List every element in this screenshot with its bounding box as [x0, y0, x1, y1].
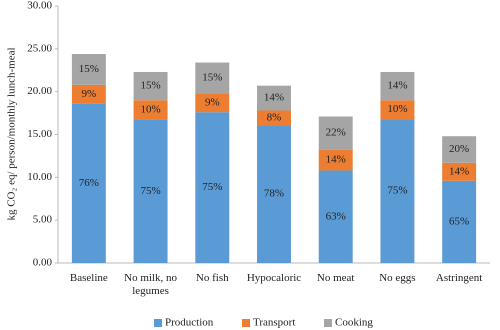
- legend-label: Cooking: [335, 317, 373, 329]
- bar-segment: [195, 93, 230, 113]
- bar-segment: [380, 100, 415, 120]
- bar-segment: [195, 62, 230, 94]
- bar-segment: [442, 162, 477, 181]
- segment-label: 9%: [205, 96, 220, 108]
- bar-segment: [257, 85, 291, 111]
- bar-segment: [133, 100, 168, 120]
- y-axis-title: kg CO₂ eq/ person/monthly lunch-meal: [6, 47, 18, 220]
- y-tick-label: 5.00: [33, 214, 53, 226]
- bar-segment: [380, 119, 415, 263]
- x-tick-label: Baseline: [69, 272, 108, 284]
- bar-segment: [442, 180, 477, 263]
- y-tick-label: 15.00: [27, 128, 52, 140]
- segment-label: 78%: [264, 188, 284, 200]
- bar-segment: [71, 53, 106, 85]
- segment-label: 14%: [264, 92, 284, 104]
- y-tick-label: 30.00: [27, 0, 52, 12]
- bar-segment: [133, 71, 168, 101]
- segment-label: 8%: [267, 111, 282, 123]
- bar-segment: [318, 149, 353, 171]
- segment-label: 76%: [79, 177, 99, 189]
- x-tick-label: No meat: [316, 272, 355, 284]
- y-tick-label: 0.00: [33, 257, 53, 269]
- x-tick-label: No fish: [195, 272, 229, 284]
- segment-label: 75%: [140, 185, 160, 197]
- bar-segment: [380, 71, 415, 101]
- bar-segment: [257, 125, 291, 264]
- y-tick-label: 25.00: [27, 42, 52, 54]
- bar-segment: [257, 110, 291, 126]
- x-tick-label: No milk, no legumes: [124, 272, 177, 297]
- segment-label: 14%: [387, 80, 407, 92]
- bar-segment: [442, 136, 477, 163]
- segment-label: 15%: [202, 71, 222, 83]
- legend-swatch: [154, 319, 162, 327]
- segment-label: 9%: [82, 88, 97, 100]
- legend-swatch: [242, 319, 250, 327]
- legend-label: Production: [165, 317, 214, 329]
- bar-segment: [71, 84, 106, 104]
- segment-label: 20%: [449, 143, 469, 155]
- segment-label: 10%: [387, 103, 407, 115]
- y-tick-label: 20.00: [27, 85, 52, 97]
- legend-label: Transport: [253, 317, 295, 329]
- segment-label: 63%: [326, 210, 346, 222]
- y-tick-label: 10.00: [27, 171, 52, 183]
- segment-label: 65%: [449, 215, 469, 227]
- segment-label: 75%: [387, 185, 407, 197]
- legend-swatch: [324, 319, 332, 327]
- x-tick-label: No eggs: [379, 272, 416, 284]
- segment-label: 10%: [140, 104, 160, 116]
- bar-segment: [195, 112, 230, 263]
- segment-label: 75%: [202, 181, 222, 193]
- segment-label: 22%: [326, 127, 346, 139]
- bar-segment: [318, 116, 353, 150]
- x-tick-label: Astringent: [435, 272, 483, 284]
- x-tick-label: Hypocaloric: [246, 272, 302, 284]
- segment-label: 14%: [449, 165, 469, 177]
- bar-segment: [133, 119, 168, 263]
- segment-label: 15%: [140, 80, 160, 92]
- segment-label: 15%: [79, 63, 99, 75]
- bar-segment: [318, 170, 353, 263]
- segment-label: 14%: [326, 154, 346, 166]
- bar-segment: [71, 103, 106, 263]
